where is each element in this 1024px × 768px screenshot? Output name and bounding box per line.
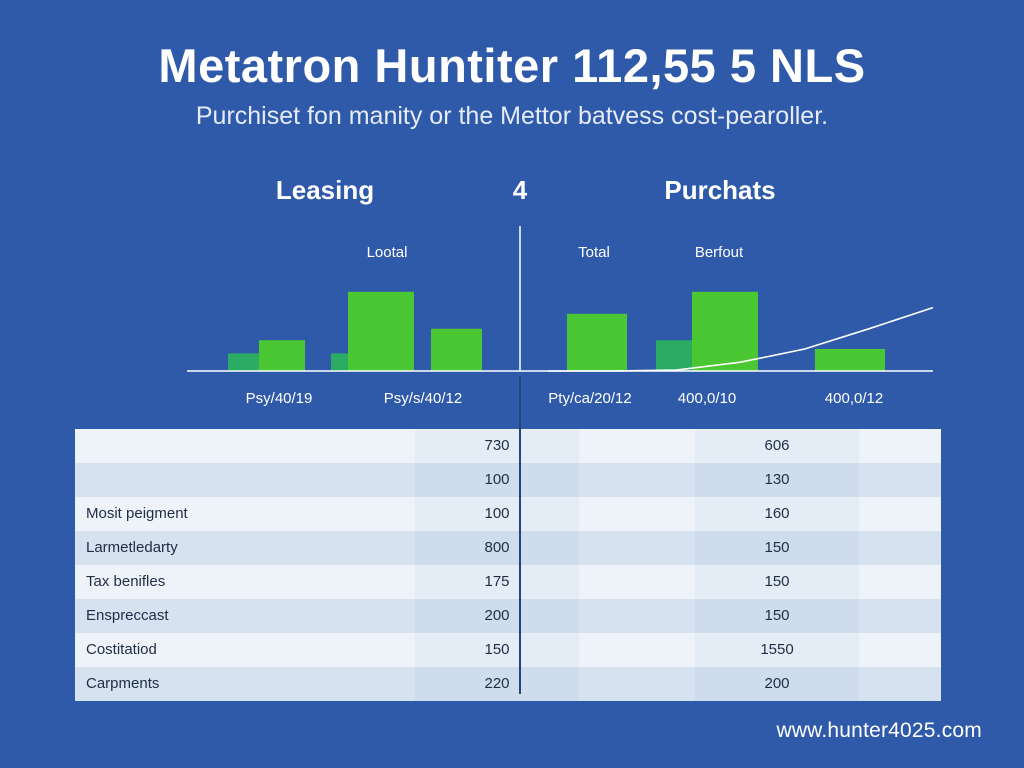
row-label: Larmetledarty — [86, 539, 178, 556]
purchase-value: 1550 — [695, 633, 859, 667]
x-tick-label: Psy/40/19 — [246, 390, 313, 407]
table-row: Tax benifles 175 150 — [75, 565, 941, 599]
leasing-bar — [259, 340, 305, 371]
purchase-value: 150 — [695, 531, 859, 565]
purchase-value: 606 — [695, 429, 859, 463]
leasing-value: 200 — [415, 599, 579, 633]
leasing-value: 730 — [415, 429, 579, 463]
leasing-bar — [431, 328, 482, 371]
leasing-total-label: Lootal — [367, 244, 408, 261]
leasing-value: 220 — [415, 667, 579, 701]
purchase-berfout-label: Berfout — [695, 244, 744, 261]
x-tick-label: Pty/ca/20/12 — [548, 390, 631, 407]
row-label: Carpments — [86, 675, 160, 692]
page-subtitle: Purchiset fon manity or the Mettor batve… — [195, 102, 829, 130]
table-row: Carpments 220 200 — [75, 667, 941, 701]
table-row: Costitatiod 150 1550 — [75, 633, 941, 667]
purchase-bar — [692, 291, 758, 371]
row-label: Tax benifles — [86, 573, 166, 590]
purchase-total-label: Total — [578, 244, 610, 261]
purchase-value: 130 — [695, 463, 859, 497]
table-row: Larmetledarty 800 150 — [75, 531, 941, 565]
footer-url[interactable]: www.hunter4025.com — [776, 719, 982, 742]
table-row: 730 606 — [75, 429, 941, 463]
purchase-value: 200 — [695, 667, 859, 701]
purchase-heading: Purchats — [664, 175, 775, 205]
row-label: Costitatiod — [86, 641, 157, 658]
x-tick-label: 400,0/12 — [825, 390, 883, 407]
leasing-value: 100 — [415, 463, 579, 497]
page-title: Metatron Huntiter 112,55 5 NLS — [158, 39, 866, 92]
center-label: 4 — [513, 175, 528, 205]
table-divider — [519, 376, 521, 694]
purchase-bar — [815, 349, 885, 371]
purchase-bar — [567, 313, 627, 371]
leasing-bar — [228, 353, 262, 371]
table-row: Enspreccast 200 150 — [75, 599, 941, 633]
x-tick-label: Psy/s/40/12 — [384, 390, 462, 407]
leasing-value: 150 — [415, 633, 579, 667]
x-tick-label: 400,0/10 — [678, 390, 736, 407]
row-label: Mosit peigment — [86, 505, 188, 522]
row-label: Enspreccast — [86, 607, 169, 624]
leasing-heading: Leasing — [276, 175, 374, 205]
purchase-value: 150 — [695, 599, 859, 633]
table-row: Mosit peigment 100 160 — [75, 497, 941, 531]
leasing-value: 100 — [415, 497, 579, 531]
leasing-bar — [348, 291, 414, 371]
purchase-value: 150 — [695, 565, 859, 599]
leasing-value: 800 — [415, 531, 579, 565]
trend-line — [548, 306, 934, 372]
comparison-chart: Leasing 4 Purchats Lootal Total Berfout Psy/40… — [187, 175, 934, 407]
comparison-table: 730 606 100 130 Mosit peigment 100 160 Larmetle… — [75, 429, 941, 701]
table-row: 100 130 — [75, 463, 941, 497]
leasing-value: 175 — [415, 565, 579, 599]
purchase-value: 160 — [695, 497, 859, 531]
